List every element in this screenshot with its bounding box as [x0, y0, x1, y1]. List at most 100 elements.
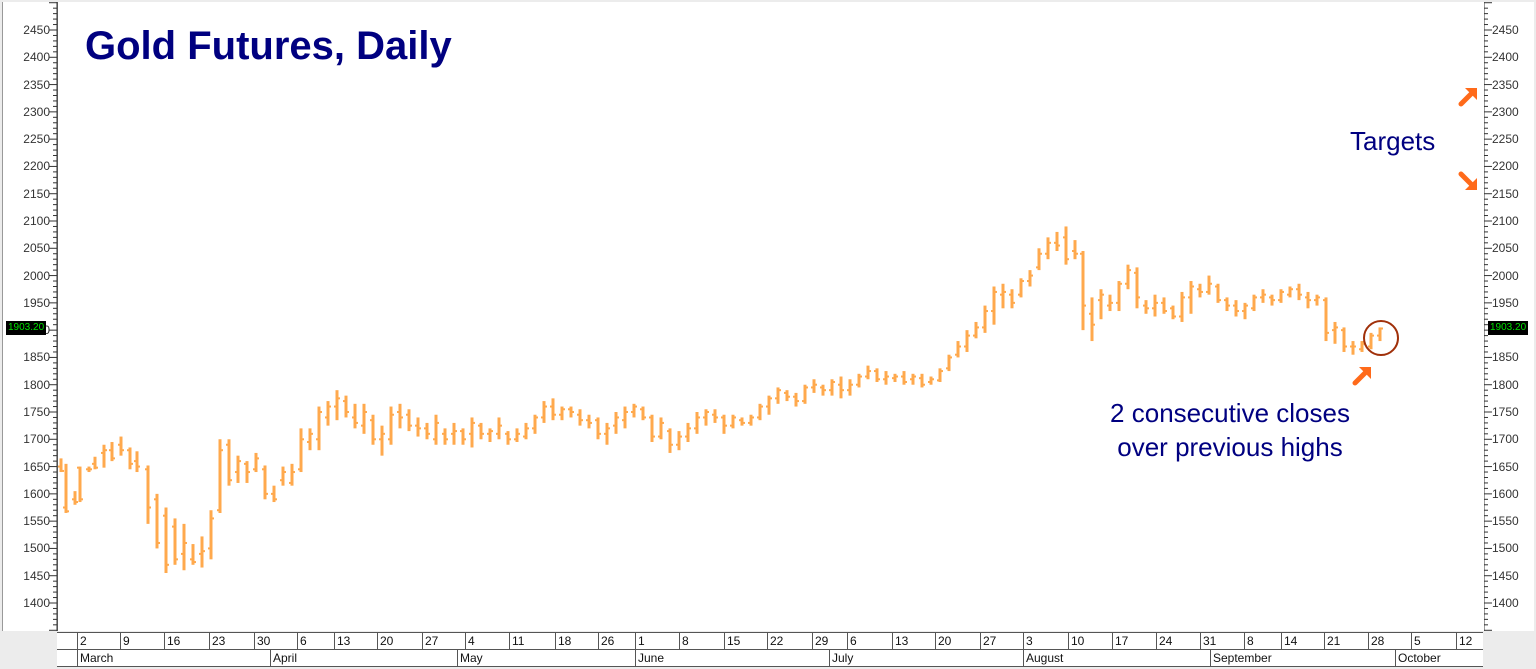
ohlc-bar — [1179, 291, 1185, 322]
ohlc-bar — [469, 417, 475, 448]
week-row: 2 9 16 23 30 6 13 20 27 4 11 18 26 1 8 15 22 29 6 13 20 27 3 10… — [57, 632, 1483, 650]
week-label: 10 — [1068, 633, 1112, 650]
month-label: August — [1023, 650, 1210, 667]
ohlc-bar — [109, 442, 115, 462]
week-label: 11 — [509, 633, 555, 650]
month-label: September — [1210, 650, 1395, 667]
week-label: 28 — [1368, 633, 1411, 650]
ohlc-bar — [514, 428, 520, 443]
ohlc-bar — [134, 451, 140, 473]
y-tick-label: 2250 — [1492, 132, 1519, 147]
ohlc-bar — [63, 463, 69, 513]
ohlc-bar — [325, 401, 331, 426]
ohlc-bar — [316, 406, 322, 451]
ohlc-bar — [92, 456, 98, 470]
week-label: 8 — [1244, 633, 1281, 650]
ohlc-bar — [1080, 251, 1086, 331]
month-label: October — [1395, 650, 1483, 667]
month-label: March — [77, 650, 270, 667]
y-tick-label: 1950 — [23, 295, 50, 310]
ohlc-bar — [838, 376, 844, 399]
ohlc-bar — [433, 414, 439, 445]
ohlc-bar — [487, 428, 493, 443]
ohlc-bar — [424, 422, 430, 440]
ohlc-bar — [397, 403, 403, 429]
plot-area — [57, 2, 1485, 631]
week-label: 16 — [164, 633, 209, 650]
ohlc-bar — [208, 510, 214, 560]
ohlc-bar — [72, 491, 78, 505]
y-tick-label: 1550 — [1492, 514, 1519, 529]
y-tick-label: 2450 — [23, 23, 50, 37]
y-tick-label: 1800 — [23, 377, 50, 392]
ohlc-bar — [802, 384, 808, 404]
ohlc-bar — [595, 417, 601, 440]
week-label: 17 — [1112, 633, 1156, 650]
ohlc-bar — [784, 390, 790, 402]
week-label: 21 — [1324, 633, 1368, 650]
ohlc-bar — [1027, 270, 1033, 287]
week-label: 31 — [1200, 633, 1244, 650]
ohlc-bar — [586, 414, 592, 429]
ohlc-bar — [901, 371, 907, 385]
ohlc-bar — [964, 330, 970, 352]
ohlc-bar — [1116, 281, 1122, 312]
ohlc-bar — [343, 395, 349, 418]
y-tick-label: 1650 — [1492, 459, 1519, 474]
ohlc-bar — [577, 409, 583, 426]
week-label: 30 — [254, 633, 297, 650]
y-tick-label: 2400 — [23, 50, 50, 65]
ohlc-bar — [685, 422, 691, 443]
ohlc-bar — [865, 365, 871, 380]
ohlc-bar — [1368, 332, 1374, 350]
ohlc-bar — [1278, 289, 1284, 303]
y-tick-label: 1850 — [1492, 350, 1519, 365]
ohlc-bar — [1009, 289, 1015, 309]
ohlc-bar — [235, 455, 241, 483]
ohlc-bar — [172, 518, 178, 565]
signal-annotation: 2 consecutive closes over previous highs — [1085, 396, 1375, 464]
y-tick-label: 2250 — [23, 132, 50, 147]
week-label: 27 — [422, 633, 465, 650]
ohlc-bar — [253, 452, 259, 473]
month-label: April — [270, 650, 457, 667]
week-label: 4 — [465, 633, 509, 650]
week-label: 29 — [812, 633, 847, 650]
ohlc-bar — [298, 428, 304, 473]
ohlc-bar — [883, 371, 889, 385]
ohlc-bar — [613, 412, 619, 434]
month-label: May — [457, 650, 635, 667]
ohlc-bar — [550, 398, 556, 421]
ohlc-bar — [1045, 237, 1051, 260]
price-bars — [58, 226, 1383, 573]
ohlc-bar — [775, 387, 781, 404]
ohlc-bar — [793, 392, 799, 407]
ohlc-bar — [406, 409, 412, 432]
ohlc-bar — [928, 376, 934, 385]
date-axis: 2 9 16 23 30 6 13 20 27 4 11 18 26 1 8 15 22 29 6 13 20 27 3 10… — [57, 632, 1483, 667]
ohlc-bar — [919, 373, 925, 388]
y-tick-label: 2150 — [1492, 186, 1519, 201]
week-label: 20 — [935, 633, 980, 650]
ohlc-bar — [1018, 278, 1024, 298]
ohlc-bar — [1197, 283, 1203, 298]
ohlc-bar — [352, 403, 358, 429]
ohlc-bar — [622, 406, 628, 429]
ohlc-bar — [1054, 231, 1060, 252]
ohlc-bar — [1170, 305, 1176, 320]
ohlc-bar — [1287, 286, 1293, 298]
ohlc-bar — [1296, 283, 1302, 301]
week-label: 20 — [377, 633, 422, 650]
week-label: 8 — [679, 633, 724, 650]
ohlc-bar — [829, 379, 835, 396]
ohlc-bar — [1161, 297, 1167, 314]
ohlc-bar — [1305, 291, 1311, 309]
ohlc-bar — [739, 417, 745, 426]
y-tick-label: 1950 — [1492, 295, 1519, 310]
ohlc-bar — [766, 395, 772, 415]
ohlc-bar — [271, 485, 277, 503]
y-tick-label: 1850 — [23, 350, 50, 365]
ohlc-bar — [757, 403, 763, 421]
targets-label: Targets — [1350, 126, 1436, 156]
right-price-axis: 2450 2400 2350 2300 2250 2200 2150 2100 2050 2000… — [1484, 2, 1534, 631]
